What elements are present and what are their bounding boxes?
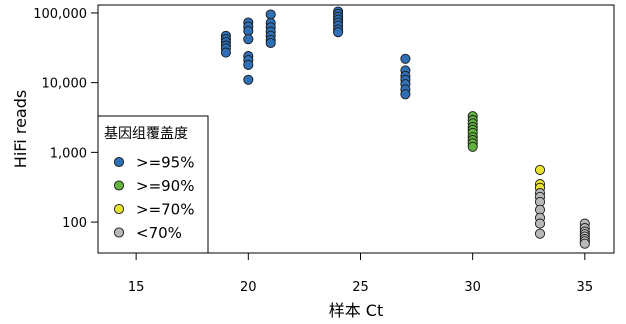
y-tick-label: 100,000: [33, 7, 87, 22]
x-tick-label: 30: [464, 280, 481, 295]
y-axis-title: HiFi reads: [11, 90, 30, 168]
data-point: [265, 9, 276, 20]
x-tick-label: 20: [240, 280, 257, 295]
x-axis-title: 样本 Ct: [329, 301, 384, 320]
data-point: [243, 74, 254, 85]
legend-marker: [113, 156, 125, 168]
legend-label: >=95%: [136, 154, 194, 172]
data-point: [243, 59, 254, 70]
x-tick-label: 15: [128, 280, 145, 295]
legend: 基因组覆盖度 >=95% >=90% >=70% <70%: [97, 115, 209, 254]
x-axis: 15 20 25 30 35: [128, 253, 593, 295]
x-tick-label: 25: [352, 280, 369, 295]
legend-title: 基因组覆盖度: [104, 125, 188, 142]
data-point: [333, 27, 344, 38]
data-point: [579, 238, 590, 249]
data-point: [220, 47, 231, 58]
data-point: [467, 141, 478, 152]
data-point: [534, 228, 546, 239]
y-tick-label: 1,000: [50, 146, 87, 161]
legend-items: >=95% >=90% >=70% <70%: [113, 154, 194, 242]
data-point: [534, 218, 546, 229]
y-tick-label: 10,000: [42, 77, 88, 92]
legend-label: <70%: [136, 224, 182, 242]
x-tick-label: 35: [577, 280, 594, 295]
legend-label: >=70%: [136, 201, 194, 219]
y-tick-label: 100: [62, 216, 87, 231]
legend-marker: [113, 203, 125, 215]
legend-marker: [113, 180, 125, 191]
legend-marker: [113, 227, 125, 238]
legend-label: >=90%: [136, 177, 194, 195]
data-point: [400, 53, 411, 64]
data-point: [265, 37, 276, 49]
data-point: [534, 164, 546, 175]
data-point: [400, 89, 411, 100]
y-axis: 100 1,000 10,000 100,000: [33, 7, 98, 231]
data-point: [243, 34, 254, 45]
data-points: [220, 6, 590, 249]
